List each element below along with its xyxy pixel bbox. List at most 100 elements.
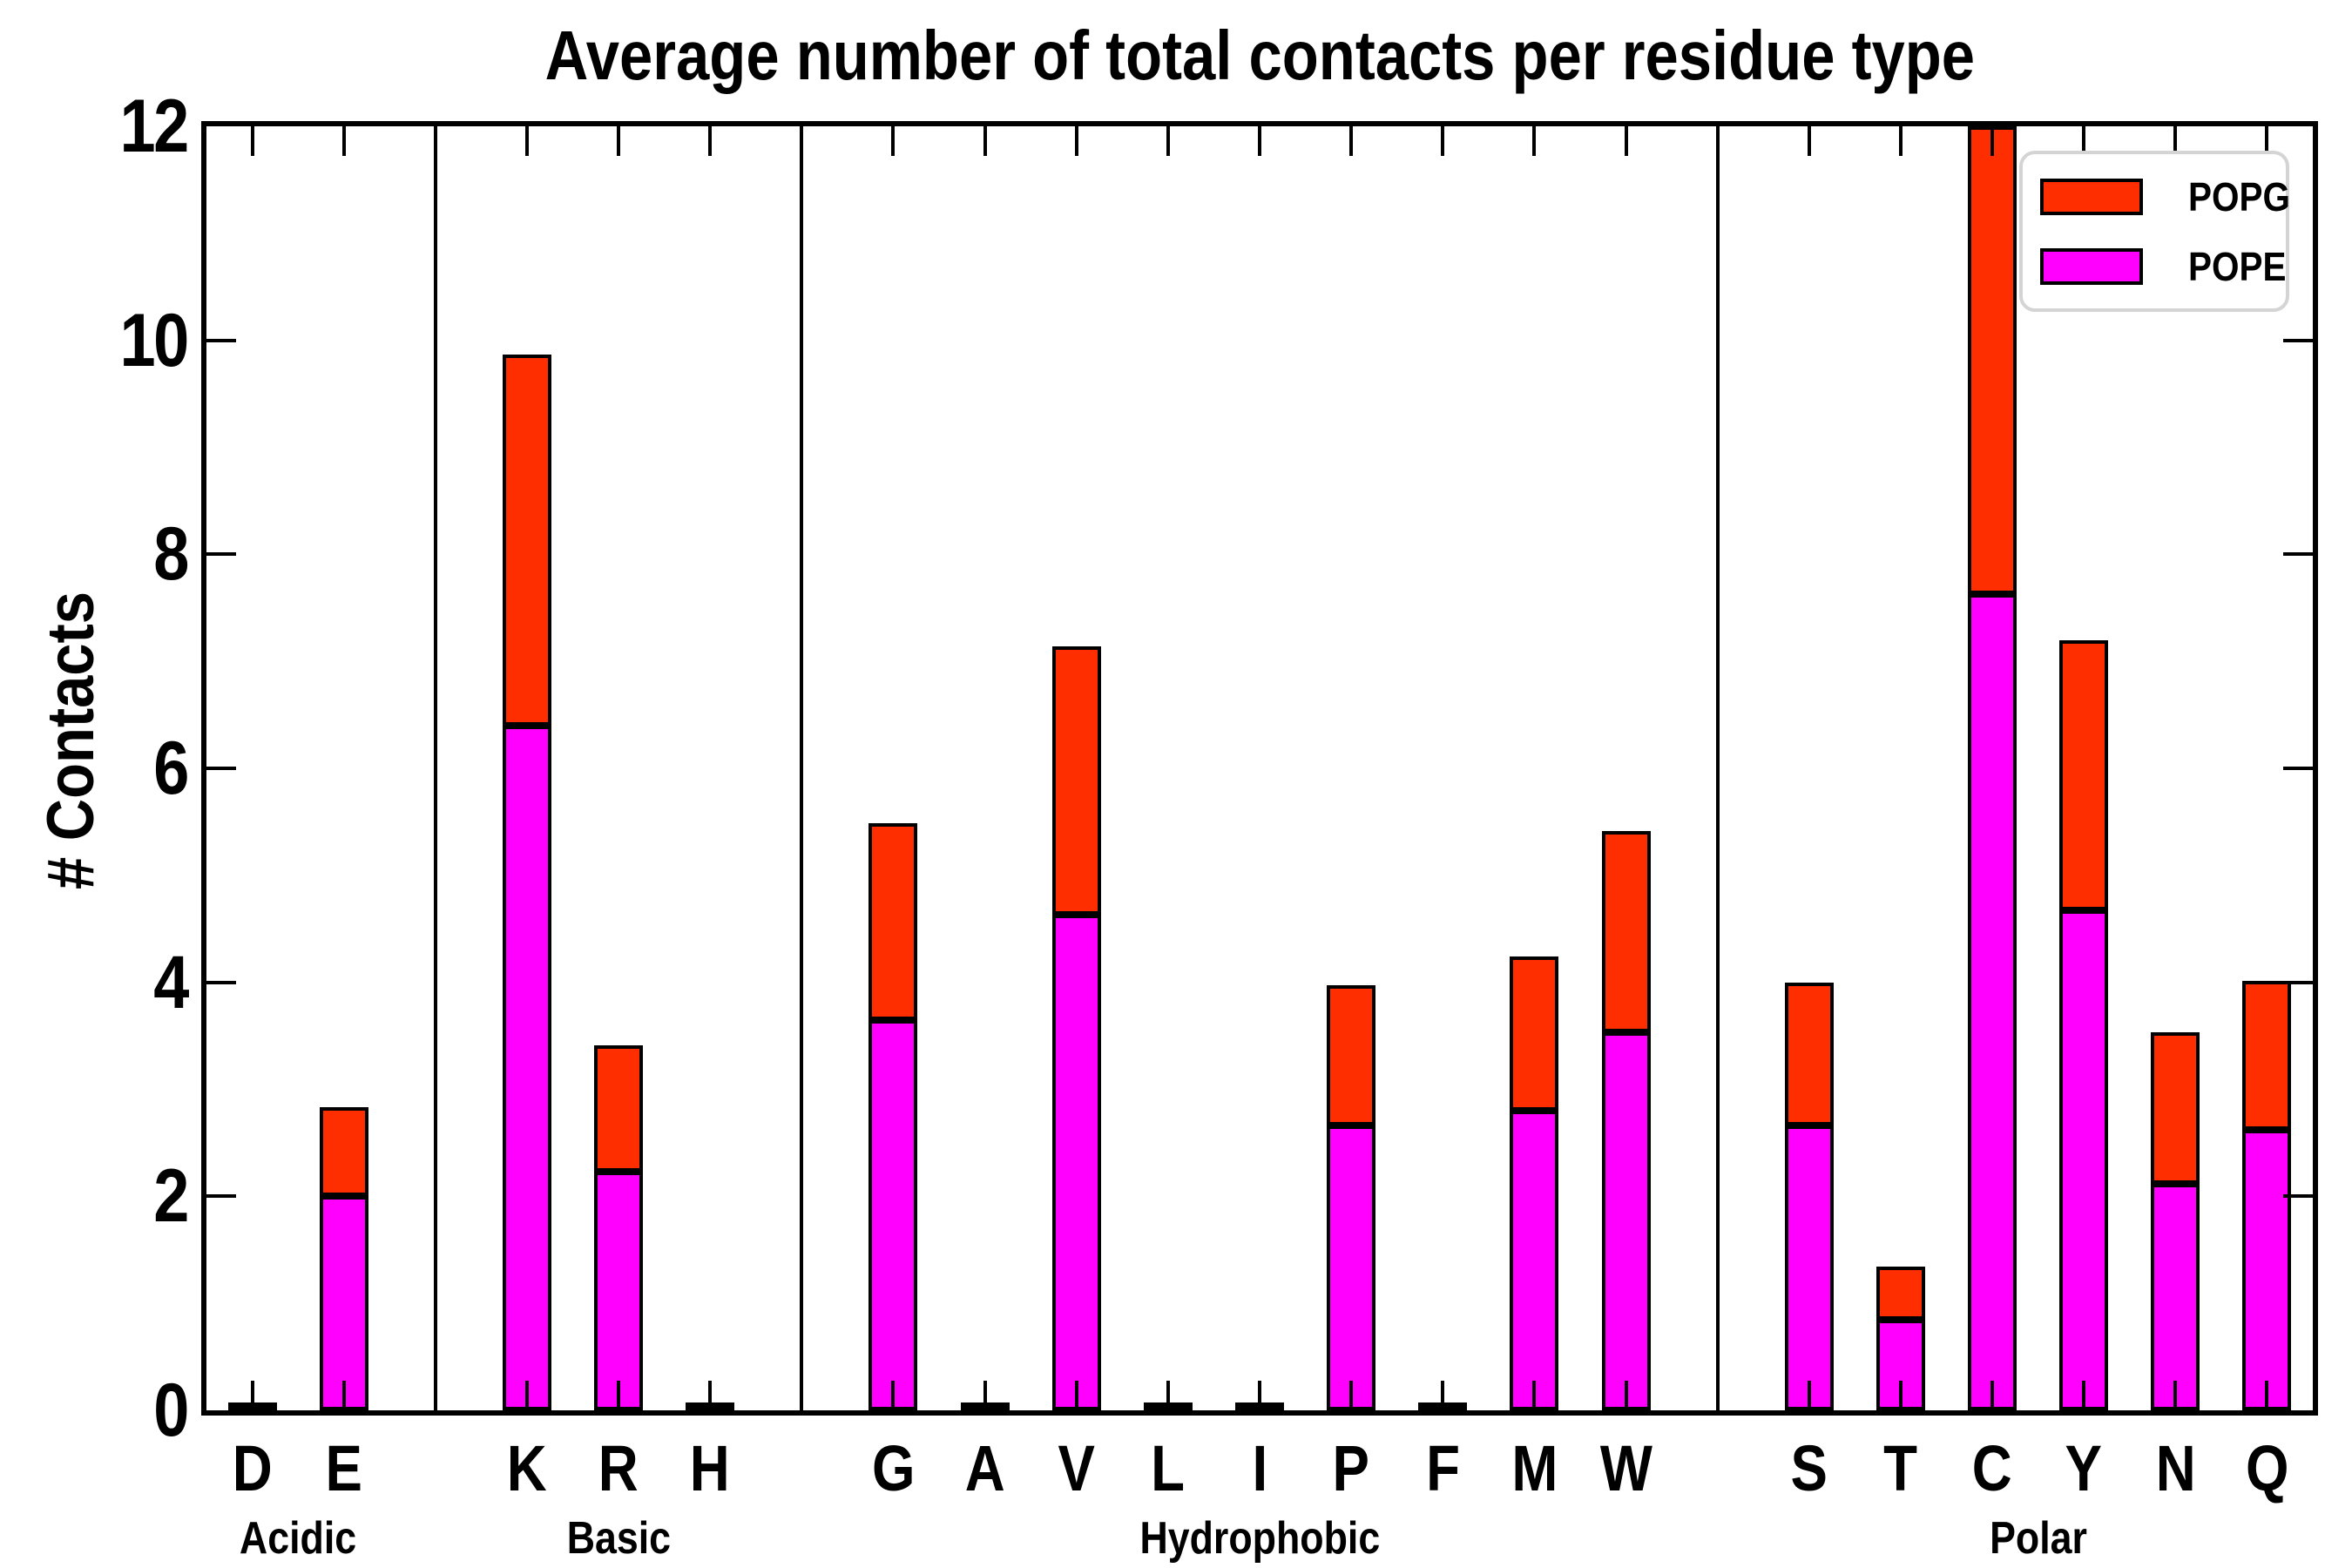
x-tick-bottom-A xyxy=(983,1381,987,1410)
bar-M-popg xyxy=(1510,956,1559,1112)
x-tick-label-C: C xyxy=(1972,1432,2013,1504)
x-tick-label-E: E xyxy=(325,1432,362,1504)
x-tick-bottom-E xyxy=(341,1381,346,1410)
x-tick-top-I xyxy=(1258,126,1261,156)
x-tick-top-H xyxy=(708,126,713,156)
x-tick-bottom-F xyxy=(1441,1381,1445,1410)
plot-frame xyxy=(201,121,2318,1416)
bar-W-pope xyxy=(1601,1032,1651,1410)
x-tick-label-M: M xyxy=(1511,1432,1558,1504)
bar-G-pope xyxy=(868,1019,918,1410)
x-tick-top-S xyxy=(1807,126,1811,156)
legend-label-popg: POPG xyxy=(2188,173,2290,220)
x-tick-top-E xyxy=(341,126,346,156)
plot-area xyxy=(206,126,2313,1410)
y-tick-left-6 xyxy=(206,767,236,770)
bar-P-pope xyxy=(1327,1125,1376,1410)
bar-Y-pope xyxy=(2059,910,2109,1410)
x-tick-label-I: I xyxy=(1252,1432,1267,1504)
y-tick-label-8: 8 xyxy=(153,512,189,597)
bar-W-popg xyxy=(1601,831,1651,1033)
x-tick-bottom-H xyxy=(708,1381,713,1410)
x-tick-top-T xyxy=(1898,126,1903,156)
x-tick-bottom-M xyxy=(1532,1381,1537,1410)
y-tick-left-10 xyxy=(206,338,236,342)
x-tick-label-D: D xyxy=(232,1432,273,1504)
x-tick-label-W: W xyxy=(1599,1432,1652,1504)
group-divider-line xyxy=(800,126,804,1410)
x-tick-bottom-S xyxy=(1807,1381,1811,1410)
chart-title-text: Average number of total contacts per res… xyxy=(544,17,1975,94)
y-tick-right-8 xyxy=(2283,552,2313,557)
x-tick-label-T: T xyxy=(1883,1432,1918,1504)
group-divider-line xyxy=(1715,126,1720,1410)
y-tick-label-2: 2 xyxy=(153,1154,189,1239)
x-tick-label-L: L xyxy=(1151,1432,1186,1504)
bar-R-pope xyxy=(594,1172,644,1410)
bar-S-popg xyxy=(1784,982,1834,1126)
legend-entry-popg: POPG xyxy=(2040,173,2290,220)
x-tick-top-V xyxy=(1074,126,1078,156)
bar-R-popg xyxy=(594,1045,644,1173)
bar-E-popg xyxy=(319,1107,368,1197)
x-tick-label-S: S xyxy=(1790,1432,1828,1504)
legend-swatch-pope xyxy=(2040,247,2143,285)
x-tick-bottom-L xyxy=(1166,1381,1170,1410)
x-tick-top-Q xyxy=(2265,126,2269,156)
x-tick-top-A xyxy=(983,126,987,156)
y-tick-left-2 xyxy=(206,1194,236,1199)
x-tick-label-Y: Y xyxy=(2065,1432,2103,1504)
x-tick-bottom-Y xyxy=(2082,1381,2086,1410)
x-tick-bottom-P xyxy=(1349,1381,1354,1410)
x-tick-bottom-W xyxy=(1624,1381,1628,1410)
y-tick-right-6 xyxy=(2283,767,2313,770)
y-tick-label-10: 10 xyxy=(119,298,190,382)
x-tick-label-G: G xyxy=(871,1432,916,1504)
x-tick-label-H: H xyxy=(690,1432,731,1504)
bar-E-pope xyxy=(319,1196,368,1410)
y-tick-label-0: 0 xyxy=(153,1369,189,1452)
bar-T-popg xyxy=(1876,1267,1925,1320)
x-tick-top-D xyxy=(250,126,254,156)
bar-N-popg xyxy=(2151,1032,2200,1184)
x-tick-top-F xyxy=(1441,126,1445,156)
bar-Q-pope xyxy=(2242,1130,2292,1410)
bar-P-popg xyxy=(1327,985,1376,1126)
x-tick-top-R xyxy=(617,126,621,156)
y-tick-right-10 xyxy=(2283,338,2313,342)
x-tick-label-N: N xyxy=(2155,1432,2196,1504)
x-tick-top-M xyxy=(1532,126,1537,156)
x-tick-label-Q: Q xyxy=(2245,1432,2289,1504)
group-label-acidic: Acidic xyxy=(240,1513,357,1564)
x-tick-label-V: V xyxy=(1058,1432,1095,1504)
x-tick-label-F: F xyxy=(1425,1432,1460,1504)
y-tick-right-2 xyxy=(2283,1194,2313,1199)
bar-K-popg xyxy=(502,354,551,726)
legend-label-pope: POPE xyxy=(2188,243,2287,289)
x-tick-label-R: R xyxy=(598,1432,639,1504)
x-tick-label-P: P xyxy=(1332,1432,1370,1504)
x-tick-label-A: A xyxy=(964,1432,1005,1504)
bar-K-pope xyxy=(502,725,551,1410)
x-tick-top-K xyxy=(524,126,529,156)
x-tick-top-G xyxy=(891,126,896,156)
bar-C-pope xyxy=(1968,593,2017,1410)
y-tick-label-6: 6 xyxy=(153,727,189,810)
bar-S-pope xyxy=(1784,1125,1834,1410)
y-tick-left-8 xyxy=(206,552,236,557)
bar-C-popg xyxy=(1968,126,2017,594)
x-tick-bottom-T xyxy=(1898,1381,1903,1410)
y-tick-left-4 xyxy=(206,980,236,984)
bar-Q-popg xyxy=(2242,981,2292,1131)
y-tick-label-12: 12 xyxy=(119,84,190,168)
x-tick-bottom-Q xyxy=(2265,1381,2269,1410)
x-tick-label-K: K xyxy=(506,1432,547,1504)
x-tick-top-W xyxy=(1624,126,1628,156)
x-tick-top-L xyxy=(1166,126,1170,156)
x-tick-bottom-C xyxy=(1990,1381,1995,1410)
x-tick-bottom-I xyxy=(1258,1381,1261,1410)
x-tick-top-P xyxy=(1349,126,1354,156)
bar-V-popg xyxy=(1051,646,1101,916)
x-tick-bottom-D xyxy=(250,1381,254,1410)
